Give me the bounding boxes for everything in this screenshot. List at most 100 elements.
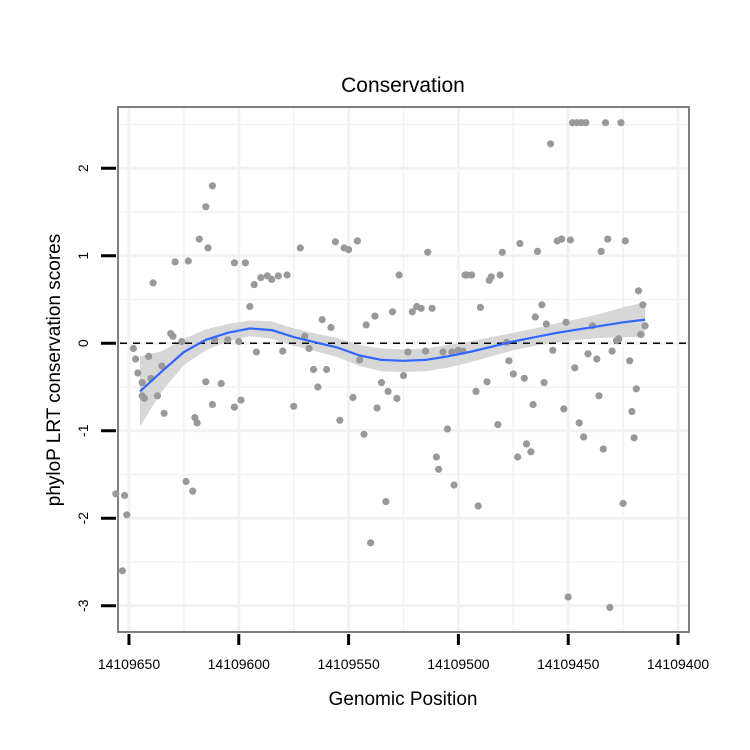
data-point [140,394,148,402]
data-point [641,322,649,330]
data-point [296,244,304,252]
data-point [448,348,456,356]
data-point [571,364,579,372]
data-point [279,347,287,355]
data-point [184,257,192,265]
smooth-line-group [139,318,646,393]
data-point [395,271,403,279]
data-point [520,374,528,382]
data-point [494,421,502,429]
data-point [252,348,260,356]
data-point [237,396,245,404]
data-point [202,203,210,211]
y-tick-label: 0 [75,339,91,347]
data-point [336,416,344,424]
data-point [235,337,243,346]
data-point [230,403,238,411]
data-point [149,279,157,287]
data-point [145,352,153,360]
data-point [138,379,146,387]
data-point [593,355,601,363]
data-point [171,258,179,266]
data-point [435,465,443,473]
data-point [367,539,375,547]
data-points [112,119,649,612]
data-point [250,281,258,289]
data-point [474,502,482,510]
data-point [538,301,546,309]
data-point [531,313,539,321]
data-point [529,400,537,409]
data-point [169,332,177,340]
data-point [606,603,614,612]
data-point [487,273,495,281]
data-point [189,487,197,495]
data-point [323,365,331,374]
data-point [522,440,531,448]
data-point [118,567,126,575]
data-point [562,318,570,326]
data-point [514,453,522,461]
data-point [599,445,607,453]
data-point [153,392,162,400]
data-point [615,335,623,343]
data-point [123,511,131,519]
data-point [373,404,381,412]
data-point [584,350,592,358]
data-point [505,357,513,365]
data-point [112,490,120,498]
x-tick-label: 14109400 [647,656,710,672]
data-point [540,379,548,387]
data-point [476,303,484,311]
data-point [424,248,432,256]
data-point [384,387,392,395]
data-point [566,236,575,244]
y-tick-label: -1 [75,424,91,437]
data-point [404,348,412,356]
data-point [327,323,335,332]
data-point [290,402,298,410]
data-point [439,348,447,356]
data-point [443,425,451,433]
data-point [331,238,339,246]
data-point [547,140,555,148]
data-point [597,247,605,255]
data-point [626,357,634,365]
data-point [360,430,368,438]
data-point [628,407,636,416]
data-point [564,593,572,601]
data-point [560,405,568,413]
data-point [257,274,265,282]
data-point [542,320,550,328]
data-point [121,491,129,500]
data-point [634,287,643,295]
data-point [193,419,201,427]
data-point [399,372,408,380]
data-point [217,379,225,388]
data-point [274,272,282,280]
data-point [516,239,524,248]
x-tick-label: 14109600 [208,656,271,672]
data-point [349,393,357,402]
data-point [353,237,361,245]
y-axis-title: phyloP LRT conservation scores [44,234,65,507]
data-point [617,119,625,127]
data-point [208,400,216,409]
data-point [393,394,401,402]
y-tick-label: -3 [75,599,91,612]
x-tick-label: 14109450 [537,656,600,672]
data-point [314,383,322,391]
data-point [371,312,379,320]
data-point [241,259,249,267]
data-point [182,477,190,486]
data-point [158,362,166,370]
data-point [432,453,440,461]
data-point [377,379,386,387]
data-point [417,304,425,312]
data-point [595,392,603,400]
confidence-ribbon-group [140,302,646,427]
data-point [575,419,583,427]
data-point [533,247,542,255]
x-axis: 14109650 14109600 14109550 14109500 14109450… [98,634,710,672]
